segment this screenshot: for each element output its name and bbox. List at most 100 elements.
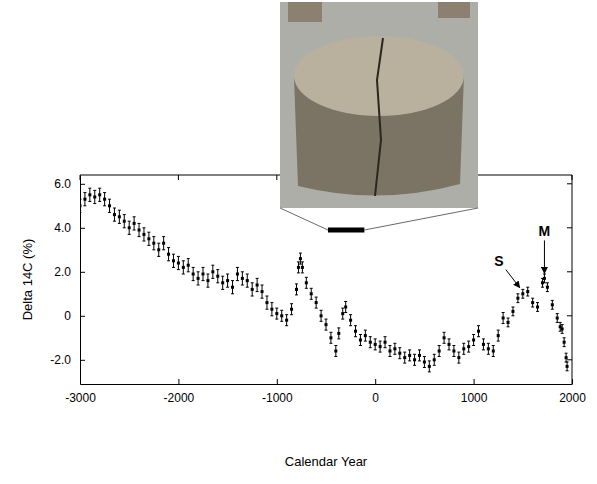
y-tick-label: 2.0 <box>54 265 71 279</box>
data-point <box>297 266 300 269</box>
error-bar <box>374 339 377 350</box>
error-bar <box>147 232 150 245</box>
data-point <box>487 347 490 350</box>
error-bar <box>364 330 367 341</box>
data-point <box>344 306 347 309</box>
y-tick: 0 <box>64 309 85 323</box>
error-bar <box>433 354 436 365</box>
y-tick-label: 4.0 <box>54 221 71 235</box>
data-point <box>511 310 514 313</box>
x-tick: -1000 <box>262 379 293 405</box>
error-bar <box>349 315 352 326</box>
data-point <box>457 356 460 359</box>
annotation-arrow <box>544 240 545 273</box>
data-point <box>543 277 546 280</box>
error-bar <box>315 297 318 308</box>
data-point <box>152 242 155 245</box>
error-bar <box>305 277 308 288</box>
error-bar <box>418 350 421 361</box>
data-point <box>507 321 510 324</box>
error-bar <box>113 208 116 221</box>
error-bar <box>157 243 160 256</box>
data-point <box>408 354 411 357</box>
data-point <box>325 323 328 326</box>
x-tick: 0 <box>372 379 379 405</box>
data-point <box>206 279 209 282</box>
data-point <box>398 352 401 355</box>
error-bar <box>334 346 337 357</box>
y-tick-mark-right <box>567 183 572 184</box>
data-point <box>83 198 86 201</box>
connector-line <box>280 208 328 230</box>
data-point <box>187 264 190 267</box>
error-bar <box>103 193 106 206</box>
error-bar <box>556 314 559 323</box>
error-bar <box>221 276 224 289</box>
data-point <box>123 220 126 223</box>
error-bar <box>182 261 185 274</box>
error-bar <box>423 357 426 368</box>
x-tick-mark-top <box>572 175 573 180</box>
x-tick-mark-top <box>276 175 277 180</box>
error-bar <box>236 267 239 280</box>
error-bar <box>128 221 131 234</box>
error-bar <box>413 354 416 365</box>
data-point <box>413 358 416 361</box>
data-point <box>216 275 219 278</box>
error-bar <box>325 319 328 330</box>
error-bar <box>138 223 141 236</box>
data-point <box>354 330 357 333</box>
data-point <box>320 314 323 317</box>
error-bar <box>329 332 332 343</box>
data-point <box>472 339 475 342</box>
error-bar <box>275 308 278 319</box>
data-point <box>202 273 205 276</box>
data-point <box>295 288 298 291</box>
chart: -3000-2000-1000010002000-2.002.04.06.0Ca… <box>0 0 597 484</box>
error-bar <box>457 352 460 363</box>
data-point <box>108 204 111 207</box>
y-tick-label: 6.0 <box>54 177 71 191</box>
error-bar <box>256 278 259 291</box>
data-point <box>133 222 136 225</box>
data-point <box>329 336 332 339</box>
data-point <box>536 306 539 309</box>
error-bar <box>133 217 136 230</box>
error-bar <box>482 339 485 350</box>
error-bar <box>497 330 500 341</box>
data-point <box>477 330 480 333</box>
frame-right <box>572 175 573 384</box>
error-bar <box>265 296 268 309</box>
photo-crack <box>375 38 383 196</box>
error-bar <box>118 210 121 223</box>
data-point <box>563 341 566 344</box>
x-tick-label: -1000 <box>262 391 293 405</box>
data-point <box>113 213 116 216</box>
error-bar <box>551 300 554 309</box>
y-tick-mark <box>80 316 85 317</box>
error-bar <box>337 328 340 339</box>
error-bar <box>438 346 441 357</box>
photo-wood-piece <box>438 2 470 18</box>
error-bar <box>384 337 387 348</box>
data-points <box>80 188 569 372</box>
error-bar <box>162 237 165 250</box>
data-point <box>423 361 426 364</box>
error-bar <box>192 267 195 280</box>
error-bar <box>80 199 82 212</box>
error-bar <box>566 362 569 371</box>
data-point <box>388 350 391 353</box>
error-bar <box>521 289 524 298</box>
error-bar <box>472 335 475 346</box>
data-point <box>299 257 302 260</box>
error-bar <box>299 253 302 264</box>
error-bar <box>226 274 229 287</box>
error-bar <box>526 287 529 296</box>
data-point <box>452 350 455 353</box>
error-bar <box>536 303 539 312</box>
error-bar <box>341 308 344 319</box>
y-tick-mark <box>80 272 85 273</box>
data-point <box>236 273 239 276</box>
error-bar <box>301 262 304 273</box>
data-point <box>526 290 529 293</box>
